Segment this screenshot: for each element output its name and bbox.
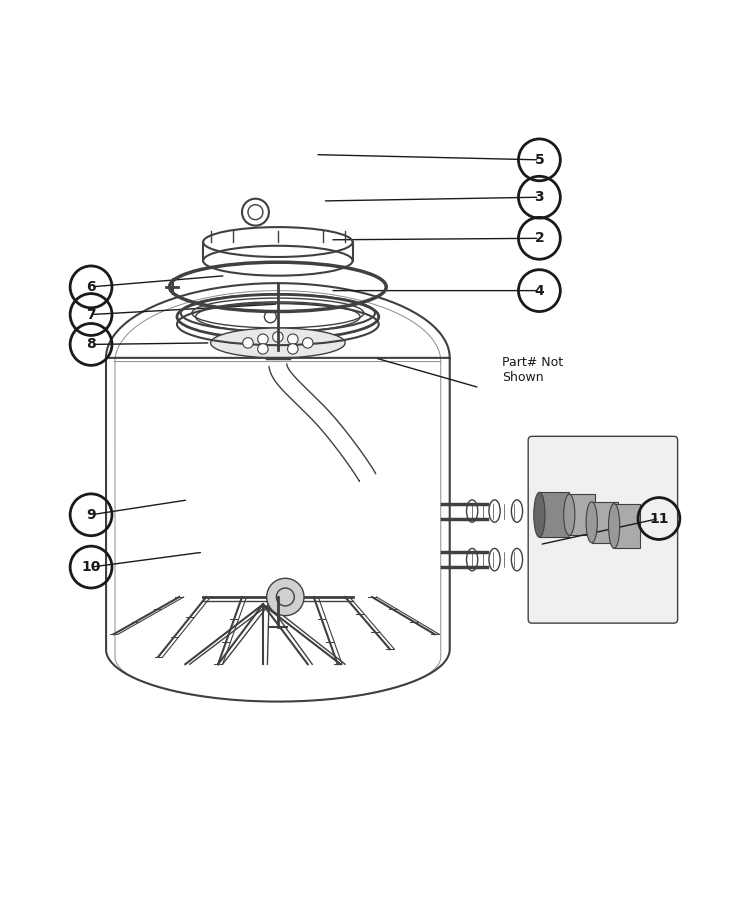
Text: 10: 10 bbox=[81, 560, 100, 574]
Circle shape bbox=[273, 332, 283, 342]
Circle shape bbox=[302, 338, 313, 349]
Text: 6: 6 bbox=[86, 280, 96, 294]
Text: 4: 4 bbox=[535, 284, 544, 298]
Bar bbox=[592, 501, 618, 542]
Ellipse shape bbox=[534, 492, 545, 537]
Bar bbox=[539, 492, 569, 537]
Bar bbox=[569, 494, 596, 535]
Text: 7: 7 bbox=[86, 308, 96, 321]
FancyBboxPatch shape bbox=[528, 436, 678, 623]
Circle shape bbox=[258, 334, 268, 344]
Ellipse shape bbox=[608, 503, 619, 549]
Circle shape bbox=[287, 334, 298, 344]
Ellipse shape bbox=[564, 494, 575, 535]
Text: 11: 11 bbox=[650, 511, 669, 525]
Text: 8: 8 bbox=[86, 338, 96, 351]
Ellipse shape bbox=[211, 328, 345, 358]
Text: Part# Not
Shown: Part# Not Shown bbox=[502, 356, 563, 384]
Circle shape bbox=[258, 344, 268, 354]
Text: 3: 3 bbox=[535, 190, 544, 204]
Circle shape bbox=[243, 338, 254, 349]
Circle shape bbox=[287, 344, 298, 354]
Text: 5: 5 bbox=[535, 153, 544, 167]
Text: 2: 2 bbox=[535, 231, 544, 246]
Text: 9: 9 bbox=[86, 508, 96, 521]
Bar bbox=[614, 503, 640, 549]
Circle shape bbox=[267, 578, 304, 616]
Ellipse shape bbox=[586, 501, 597, 542]
